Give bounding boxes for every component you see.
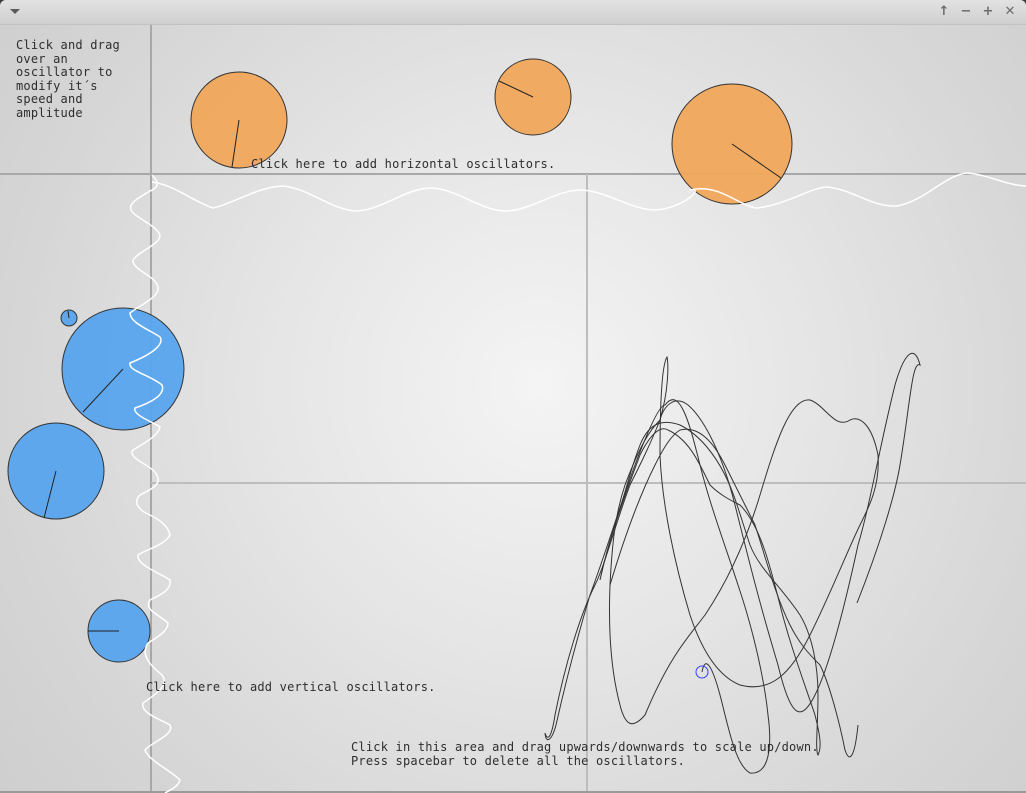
horizontal-oscillator-3[interactable] (671, 83, 793, 205)
oscillator-canvas[interactable]: Click and drag over an oscillator to mod… (0, 25, 1026, 793)
vertical-oscillator-1[interactable] (60, 309, 78, 327)
oscillator-phase-hand (82, 368, 124, 413)
vertical-wave (129, 174, 181, 793)
add-horizontal-oscillators-label[interactable]: Click here to add horizontal oscillators… (251, 157, 556, 171)
horizontal-oscillator-2[interactable] (494, 58, 572, 136)
drawing-surface[interactable] (0, 25, 1026, 793)
cursor-marker (695, 665, 709, 679)
vertical-oscillators[interactable] (7, 307, 185, 663)
maximize-button[interactable]: + (982, 4, 994, 19)
vertical-oscillator-2[interactable] (61, 307, 185, 431)
oscillator-phase-hand (731, 143, 782, 179)
add-vertical-oscillators-label[interactable]: Click here to add vertical oscillators. (146, 680, 436, 694)
close-button[interactable]: ✕ (1004, 4, 1016, 19)
oscillator-phase-hand (231, 119, 240, 168)
scale-help-text: Click in this area and drag upwards/down… (351, 740, 819, 768)
lissajous-trace (544, 353, 921, 774)
oscillator-help-text: Click and drag over an oscillator to mod… (16, 38, 120, 120)
oscillator-phase-hand (43, 470, 57, 519)
window-menu-icon[interactable] (10, 9, 20, 14)
minimize-button[interactable]: − (960, 4, 972, 19)
horizontal-wave (151, 172, 1026, 212)
oscillator-phase-hand (67, 310, 70, 319)
vertical-oscillator-4[interactable] (87, 599, 151, 663)
lissajous-trace-2 (608, 355, 879, 725)
horizontal-oscillators[interactable] (190, 58, 793, 205)
title-bar[interactable]: ↑ − + ✕ (0, 0, 1026, 25)
add-horizontal-oscillators-area[interactable] (152, 25, 1026, 173)
cursor-circle-icon (695, 665, 709, 679)
lissajous-trace-4 (609, 428, 859, 758)
horizontal-oscillator-1[interactable] (190, 71, 288, 169)
vertical-oscillator-3[interactable] (7, 422, 105, 520)
lissajous-trace-3 (599, 422, 821, 757)
keep-above-button[interactable]: ↑ (938, 4, 950, 19)
oscillator-phase-hand (498, 80, 534, 98)
